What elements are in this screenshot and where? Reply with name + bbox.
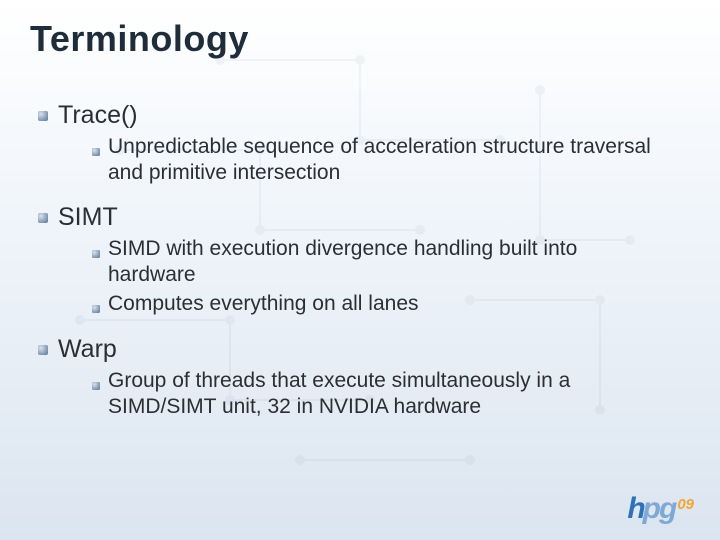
- bullet-l2-text: SIMD with execution divergence handling …: [108, 236, 668, 287]
- bullet-l1-label: SIMT: [58, 203, 118, 232]
- logo-year: 09: [677, 496, 694, 513]
- bullet-dot-icon: [92, 377, 100, 385]
- bullet-l2-simt-1: Computes everything on all lanes: [92, 291, 682, 317]
- bullet-l2-warp-0: Group of threads that execute simultaneo…: [92, 368, 682, 419]
- bullet-l2-text: Group of threads that execute simultaneo…: [108, 368, 668, 419]
- bullet-dot-icon: [92, 245, 100, 253]
- bullet-l1-trace: Trace(): [38, 101, 682, 130]
- content-area: Trace() Unpredictable sequence of accele…: [38, 95, 682, 421]
- slide-root: Terminology Trace() Unpredictable sequen…: [0, 0, 720, 540]
- bullet-l2-simt-0: SIMD with execution divergence handling …: [92, 236, 682, 287]
- bullet-l1-label: Warp: [58, 335, 117, 364]
- bullet-l2-text: Computes everything on all lanes: [108, 291, 419, 317]
- bullet-l2-text: Unpredictable sequence of acceleration s…: [108, 134, 668, 185]
- slide-title: Terminology: [30, 18, 249, 60]
- bullet-dot-icon: [38, 111, 48, 121]
- bullet-l2-trace-0: Unpredictable sequence of acceleration s…: [92, 134, 682, 185]
- bullet-dot-icon: [92, 300, 100, 308]
- bullet-dot-icon: [38, 213, 48, 223]
- logo-pg: pg: [643, 492, 676, 526]
- hpg-logo: h pg 09: [627, 492, 694, 526]
- bullet-dot-icon: [92, 143, 100, 151]
- bullet-l1-warp: Warp: [38, 335, 682, 364]
- bullet-dot-icon: [38, 345, 48, 355]
- bullet-l1-simt: SIMT: [38, 203, 682, 232]
- bullet-l1-label: Trace(): [58, 101, 138, 130]
